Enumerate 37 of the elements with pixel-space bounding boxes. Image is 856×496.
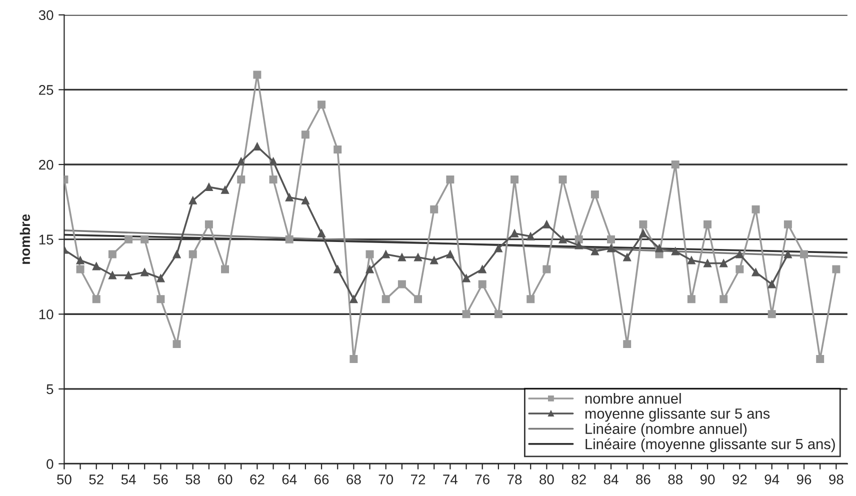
x-tick-label: 94 [764, 474, 780, 484]
x-tick-label: 98 [829, 474, 844, 484]
x-tick-label: 78 [508, 474, 522, 484]
x-tick-label: 82 [572, 474, 586, 484]
x-tick-label: 52 [89, 474, 104, 484]
x-tick-label: 64 [282, 474, 297, 484]
x-tick-label: 72 [411, 474, 426, 484]
x-tick-label: 54 [121, 474, 136, 484]
y-tick-label: 20 [39, 160, 54, 170]
y-tick-label: 10 [39, 309, 54, 320]
x-tick-label: 84 [604, 474, 618, 484]
x-tick-label: 56 [154, 474, 168, 484]
y-tick-label: 25 [39, 85, 54, 95]
x-tick-label: 90 [700, 474, 715, 484]
x-tick-label: 62 [250, 474, 264, 484]
x-tick-label: 60 [218, 474, 232, 484]
y-axis-title: nombre [20, 214, 30, 264]
x-tick-label: 88 [668, 474, 682, 484]
x-tick-label: 50 [57, 474, 72, 484]
x-tick-label: 86 [636, 474, 650, 484]
x-tick-label: 70 [378, 474, 394, 484]
y-tick-label: 30 [38, 10, 54, 20]
x-tick-label: 76 [475, 474, 490, 484]
x-tick-label: 96 [796, 474, 812, 484]
legend-label: Linéaire (nombre annuel) [586, 423, 747, 437]
y-tick-label: 0 [46, 459, 54, 469]
x-tick-label: 58 [186, 474, 200, 484]
x-tick-label: 68 [346, 474, 361, 484]
y-tick-label: 15 [39, 234, 54, 244]
legend-label: nombre annuel [585, 393, 681, 404]
x-tick-label: 66 [314, 474, 329, 484]
x-tick-label: 80 [540, 474, 554, 484]
x-tick-label: 92 [732, 474, 747, 484]
legend-label: Linéaire (moyenne glissante sur 5 ans) [586, 438, 835, 452]
y-tick-label: 5 [46, 384, 54, 394]
x-tick-label: 74 [443, 474, 458, 484]
legend-label: moyenne glissante sur 5 ans [585, 408, 770, 422]
